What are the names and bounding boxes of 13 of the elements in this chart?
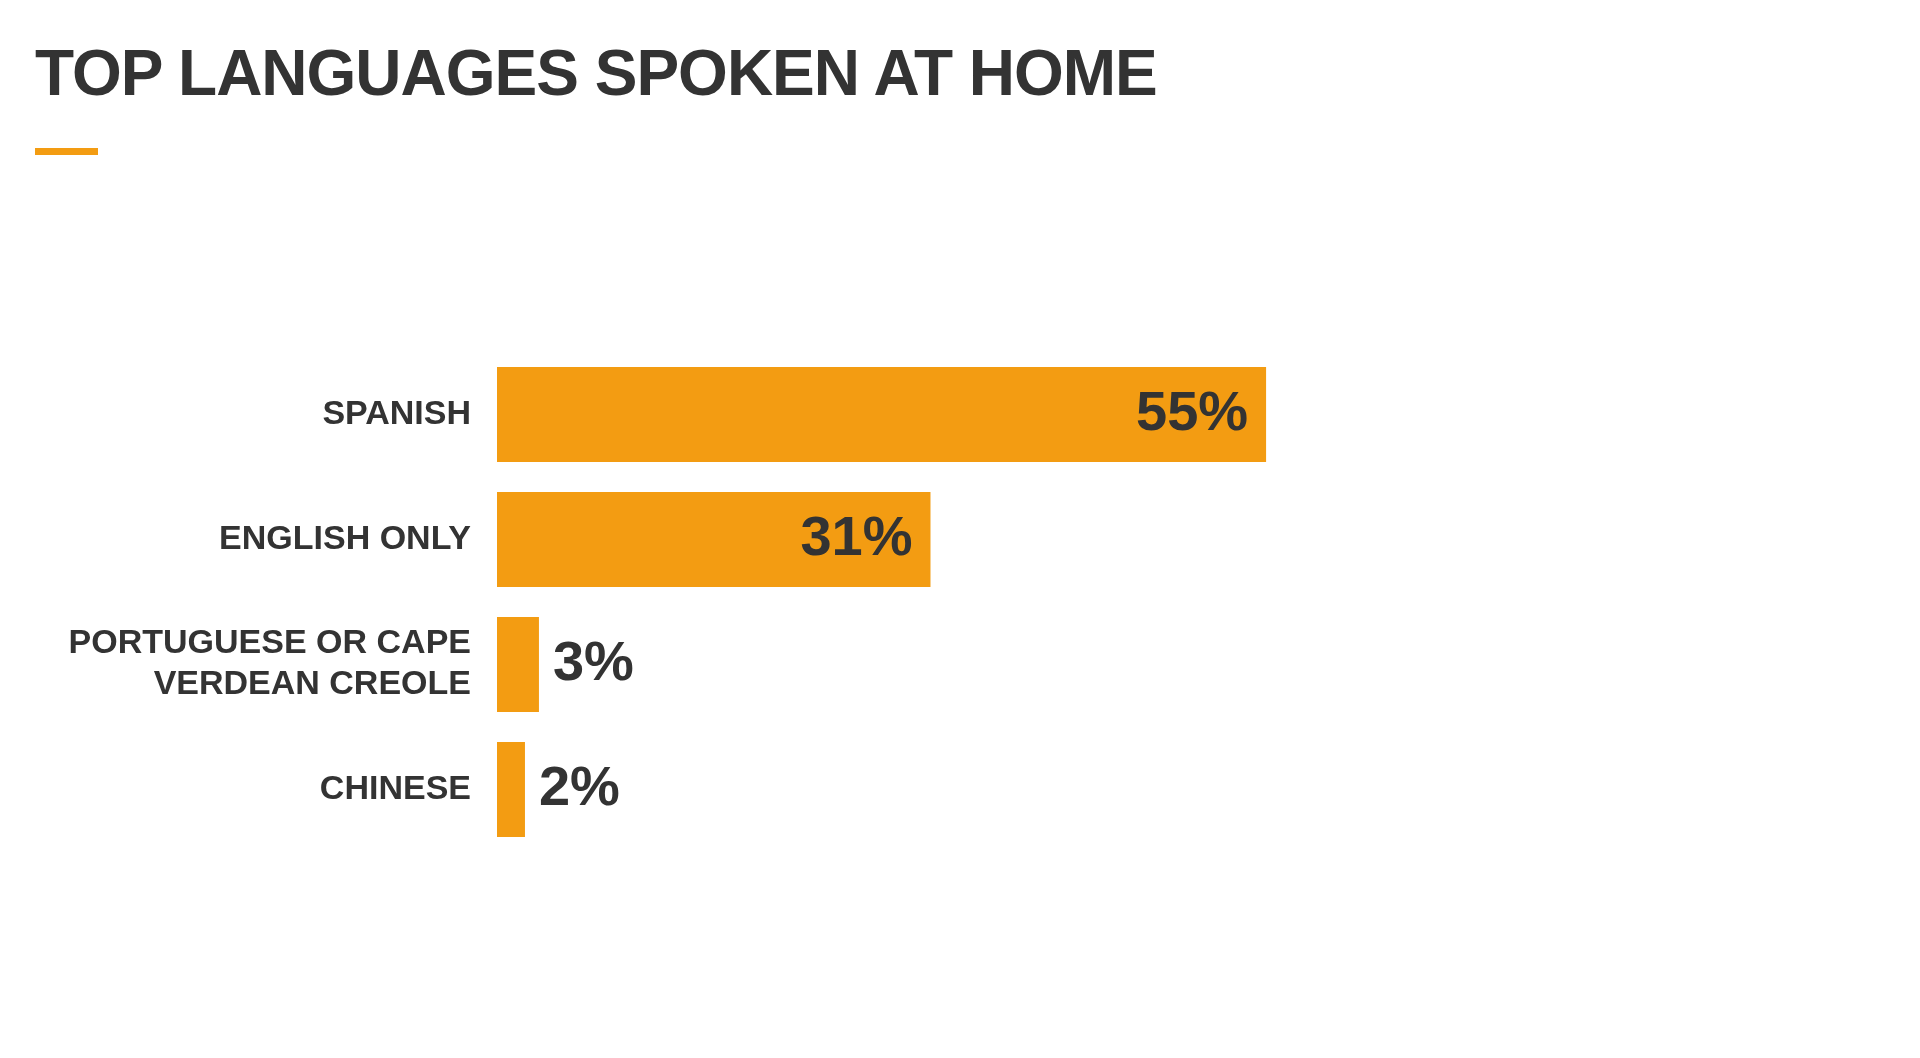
y-tick-label: ENGLISH ONLY xyxy=(219,517,472,556)
data-label: 31% xyxy=(800,503,913,567)
y-tick-label: CHINESE xyxy=(319,767,471,806)
bar xyxy=(497,617,539,712)
data-label: 55% xyxy=(1135,378,1249,442)
data-label: 3% xyxy=(552,628,634,692)
bar xyxy=(497,367,1267,462)
bar xyxy=(497,742,525,837)
y-tick-label: PORTUGUESE OR CAPE VERDEAN CREOLE xyxy=(68,622,471,702)
y-tick-label: SPANISH xyxy=(322,392,471,431)
chart-title: TOP LANGUAGES SPOKEN AT HOME xyxy=(35,36,1157,110)
bar xyxy=(497,492,931,587)
data-label: 2% xyxy=(538,753,620,817)
